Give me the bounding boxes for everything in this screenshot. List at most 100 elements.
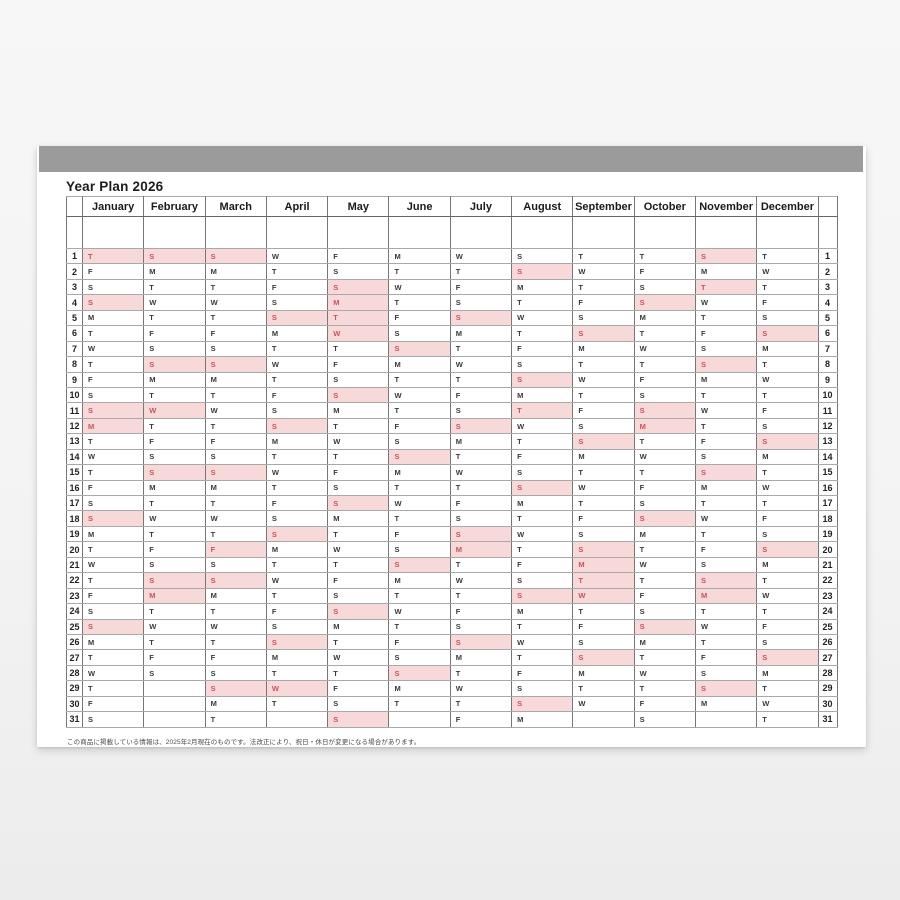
day-cell-february-12: T [143, 417, 206, 435]
day-cell-december-15: T [756, 464, 819, 481]
day-cell-october-8: T [633, 356, 696, 373]
day-cell-july-17: F [449, 494, 513, 512]
day-cell-april-31 [265, 711, 329, 728]
day-cell-september-11: F [572, 402, 635, 419]
day-cell-august-16: S [511, 479, 574, 497]
day-cell-june-21: S [388, 556, 451, 574]
day-cell-may-28: T [327, 664, 390, 682]
day-cell-may-26: T [327, 633, 390, 651]
day-cell-october-30: F [633, 695, 696, 713]
calendar-grid-container: January February March April May June July Augu… [66, 196, 838, 728]
day-row-17: 17 S T T F S W F M T S T T 17 [66, 494, 838, 512]
day-cell-march-4: W [204, 294, 267, 311]
day-cell-july-12: S [449, 417, 513, 435]
day-cell-april-7: T [265, 340, 329, 358]
day-cell-august-20: T [511, 541, 574, 558]
day-cell-july-23: T [449, 587, 513, 605]
day-cell-november-4: W [694, 294, 758, 311]
day-cell-june-14: S [388, 448, 451, 466]
day-row-18: 18 S W W S M T S T F S W F 18 [66, 510, 838, 527]
day-number-left-6: 6 [66, 325, 83, 342]
notes-cell [143, 216, 206, 249]
day-cell-july-5: S [449, 309, 513, 327]
day-cell-november-9: M [694, 371, 758, 388]
day-cell-february-14: S [143, 448, 206, 466]
day-cell-january-9: F [81, 371, 145, 388]
month-header-september: September [572, 196, 635, 217]
day-cell-december-23: W [756, 587, 819, 605]
notes-cell [81, 216, 145, 249]
day-cell-october-1: T [633, 247, 696, 265]
day-cell-april-13: M [265, 433, 329, 450]
day-cell-january-6: T [81, 325, 145, 342]
day-cell-october-19: M [633, 525, 696, 543]
day-cell-december-11: F [756, 402, 819, 419]
day-cell-november-23: M [694, 587, 758, 605]
day-cell-february-10: T [143, 386, 206, 404]
page-title: Year Plan 2026 [66, 179, 164, 194]
day-cell-may-12: T [327, 417, 390, 435]
day-cell-february-2: M [143, 263, 206, 280]
notes-cell [265, 216, 329, 249]
day-cell-march-30: M [204, 695, 267, 713]
day-cell-october-10: S [633, 386, 696, 404]
day-number-left-11: 11 [66, 402, 83, 419]
day-cell-september-30: W [572, 695, 635, 713]
day-cell-february-3: T [143, 278, 206, 296]
day-cell-september-28: M [572, 664, 635, 682]
day-number-right-14: 14 [817, 448, 838, 466]
day-cell-march-17: T [204, 494, 267, 512]
day-cell-march-9: M [204, 371, 267, 388]
day-number-right-8: 8 [817, 356, 838, 373]
day-cell-april-30: T [265, 695, 329, 713]
day-cell-july-14: T [449, 448, 513, 466]
day-cell-february-22: S [143, 572, 206, 589]
day-cell-december-21: M [756, 556, 819, 574]
day-number-right-10: 10 [817, 386, 838, 404]
day-number-right-4: 4 [817, 294, 838, 311]
day-cell-april-11: S [265, 402, 329, 419]
day-cell-july-25: S [449, 618, 513, 635]
day-cell-march-2: M [204, 263, 267, 280]
month-header-june: June [388, 196, 451, 217]
day-cell-may-31: S [327, 711, 390, 728]
day-cell-june-15: M [388, 464, 451, 481]
day-cell-august-28: F [511, 664, 574, 682]
day-cell-january-29: T [81, 680, 145, 697]
day-cell-november-28: S [694, 664, 758, 682]
day-cell-june-29: M [388, 680, 451, 697]
day-cell-july-16: T [449, 479, 513, 497]
day-cell-october-25: S [633, 618, 696, 635]
day-cell-april-2: T [265, 263, 329, 280]
day-cell-february-9: M [143, 371, 206, 388]
day-row-10: 10 S T T F S W F M T S T T 10 [66, 386, 838, 404]
day-cell-october-15: T [633, 464, 696, 481]
day-row-25: 25 S W W S M T S T F S W F 25 [66, 618, 838, 635]
day-number-left-20: 20 [66, 541, 83, 558]
notes-cell [817, 216, 838, 249]
day-cell-july-31: F [449, 711, 513, 728]
day-cell-january-8: T [81, 356, 145, 373]
day-cell-august-18: T [511, 510, 574, 527]
day-cell-august-13: T [511, 433, 574, 450]
month-header-february: February [143, 196, 206, 217]
day-cell-september-3: T [572, 278, 635, 296]
day-cell-december-26: S [756, 633, 819, 651]
day-cell-september-22: T [572, 572, 635, 589]
day-number-right-22: 22 [817, 572, 838, 589]
day-cell-may-7: T [327, 340, 390, 358]
day-cell-february-25: W [143, 618, 206, 635]
day-cell-april-10: F [265, 386, 329, 404]
day-cell-november-6: F [694, 325, 758, 342]
day-cell-september-1: T [572, 247, 635, 265]
day-cell-may-9: S [327, 371, 390, 388]
day-number-left-5: 5 [66, 309, 83, 327]
day-cell-august-10: M [511, 386, 574, 404]
day-cell-august-30: S [511, 695, 574, 713]
day-cell-november-29: S [694, 680, 758, 697]
day-cell-september-26: S [572, 633, 635, 651]
day-cell-june-11: T [388, 402, 451, 419]
day-cell-september-16: W [572, 479, 635, 497]
